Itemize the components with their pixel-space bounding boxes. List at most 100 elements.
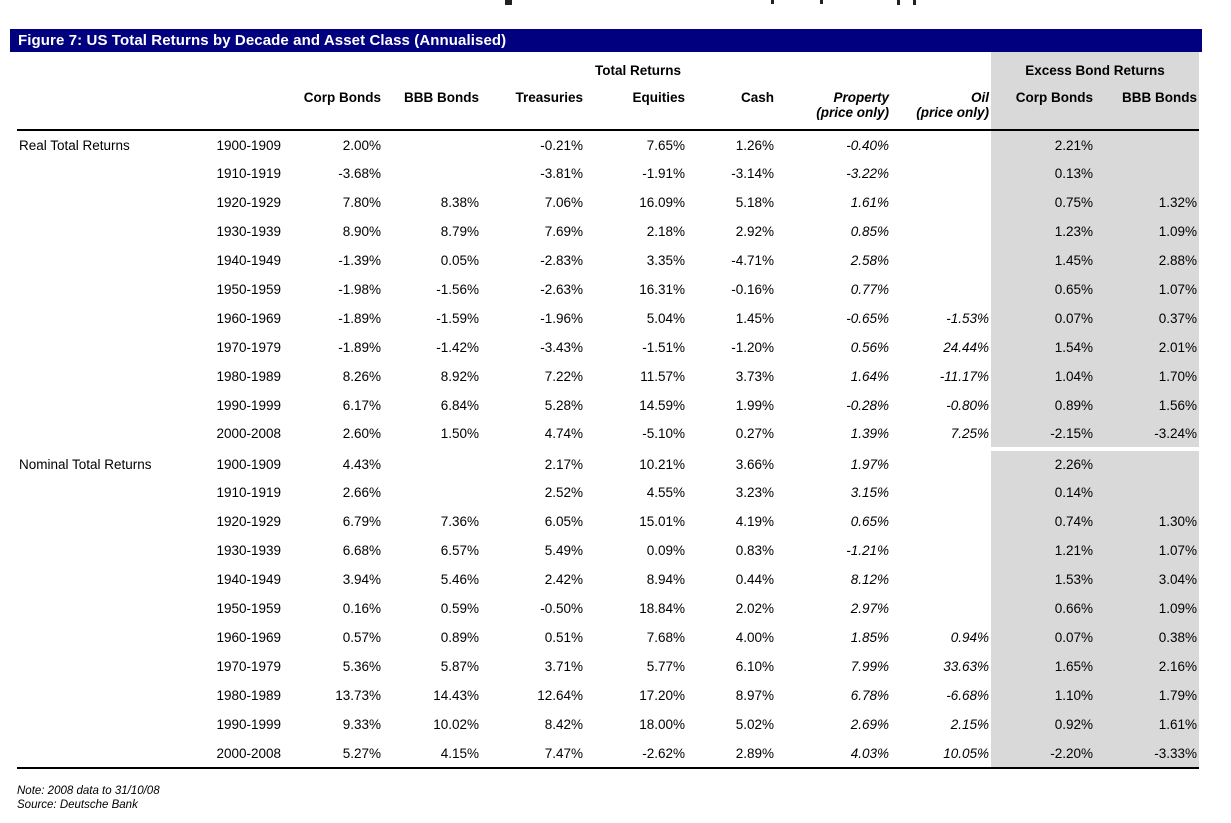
- col-header-cash: Cash: [687, 88, 776, 131]
- cell-1920-1929-corp-bonds-excess: 0.75%: [991, 188, 1095, 217]
- col-header-bbb-bonds: BBB Bonds: [383, 88, 481, 131]
- cell-1900-1909-equities: 7.65%: [646, 137, 685, 153]
- cell-1980-1989-bbb-bonds: 14.43%: [433, 688, 479, 703]
- cell-1950-1959-corp-bonds: -1.98%: [338, 282, 381, 297]
- section-label: [17, 159, 200, 188]
- cell-1990-1999-treasuries: 8.42%: [544, 717, 583, 732]
- cell-1910-1919-bbb-bonds-excess: [1095, 159, 1200, 188]
- col-header-corp-bonds: Corp Bonds: [285, 88, 383, 131]
- cell-1970-1979-bbb-bonds: 5.87%: [440, 659, 479, 674]
- cell-2000-2008-treasuries: 7.47%: [481, 739, 585, 769]
- decade-label: 1970-1979: [216, 659, 281, 674]
- decade-label: 1990-1999: [216, 398, 281, 413]
- cell-1910-1919-equities: -1.91%: [642, 166, 685, 181]
- cell-1990-1999-bbb-bonds-excess: 1.61%: [1095, 710, 1200, 739]
- cell-1900-1909-cash: 3.66%: [735, 457, 774, 472]
- cell-1950-1959-oil: [891, 275, 991, 304]
- cell-1960-1969-bbb-bonds-excess: 0.38%: [1095, 623, 1200, 652]
- section-label: [17, 304, 200, 333]
- section-label: [17, 652, 200, 681]
- cell-1930-1939-bbb-bonds-excess: 1.09%: [1095, 217, 1200, 246]
- cell-1960-1969-treasuries: 0.51%: [544, 630, 583, 645]
- table-row-nominal-1910-1919: 1910-1919 2.66% 2.52% 4.55% 3.23% 3.15% 0.14%: [17, 478, 1200, 507]
- cell-1900-1909-treasuries: 2.17%: [544, 457, 583, 472]
- cropped-text-remnant: [505, 0, 512, 5]
- cell-1980-1989-oil: -11.17%: [939, 369, 989, 384]
- cell-1910-1919-treasuries: -3.81%: [540, 166, 583, 181]
- cell-2000-2008-property: 1.39%: [776, 420, 891, 451]
- cell-1910-1919-bbb-bonds: [383, 159, 481, 188]
- cell-1920-1929-equities: 15.01%: [639, 514, 685, 529]
- table-row-nominal-1980-1989: 1980-1989 13.73% 14.43% 12.64% 17.20% 8.97% 6.…: [17, 681, 1200, 710]
- cell-1940-1949-oil: [891, 246, 991, 275]
- cell-1950-1959-bbb-bonds: 0.59%: [440, 601, 479, 616]
- cell-1970-1979-bbb-bonds: -1.42%: [436, 340, 479, 355]
- cell-1970-1979-equities: 5.77%: [646, 659, 685, 674]
- cell-1980-1989-bbb-bonds-excess: 1.70%: [1095, 362, 1200, 391]
- section-label: [17, 217, 200, 246]
- cell-1990-1999-bbb-bonds: 6.84%: [440, 398, 479, 413]
- decade-label: 1940-1949: [216, 253, 281, 268]
- cell-1990-1999-bbb-bonds: 10.02%: [433, 717, 479, 732]
- cell-1930-1939-cash: 0.83%: [735, 543, 774, 558]
- cell-1980-1989-corp-bonds: 8.26%: [342, 369, 381, 384]
- decade-label: 1930-1939: [216, 224, 281, 239]
- cell-1940-1949-oil: [891, 565, 991, 594]
- total-returns-header: Total Returns: [594, 62, 681, 78]
- cell-1990-1999-equities: 14.59%: [639, 398, 685, 413]
- section-label: [17, 275, 200, 304]
- table-row-real-2000-2008: 2000-2008 2.60% 1.50% 4.74% -5.10% 0.27% 1.39%…: [17, 420, 1200, 451]
- cropped-text-remnant: [913, 0, 916, 5]
- table-row-real-1980-1989: 1980-1989 8.26% 8.92% 7.22% 11.57% 3.73% 1.64%…: [17, 362, 1200, 391]
- cell-1950-1959-cash: 2.02%: [735, 601, 774, 616]
- cell-1980-1989-property: 1.64%: [850, 369, 889, 384]
- figure-title: Figure 7: US Total Returns by Decade and…: [18, 32, 507, 49]
- cell-1930-1939-oil: [891, 217, 991, 246]
- footnotes: Note: 2008 data to 31/10/08 Source: Deut…: [17, 784, 160, 812]
- cell-1990-1999-bbb-bonds-excess: 1.56%: [1095, 391, 1200, 420]
- cell-1980-1989-bbb-bonds-excess: 1.79%: [1095, 681, 1200, 710]
- cell-1980-1989-cash: 8.97%: [735, 688, 774, 703]
- cell-1900-1909-property: 1.97%: [850, 457, 889, 472]
- cell-1910-1919-equities: 4.55%: [646, 485, 685, 500]
- cell-1990-1999-property: -0.28%: [846, 398, 889, 413]
- cell-1990-1999-equities: 18.00%: [639, 717, 685, 732]
- cell-1950-1959-property: 2.97%: [850, 601, 889, 616]
- cell-1940-1949-bbb-bonds: 0.05%: [440, 253, 479, 268]
- cell-1920-1929-bbb-bonds: 7.36%: [440, 514, 479, 529]
- cell-1990-1999-cash: 1.99%: [735, 398, 774, 413]
- cell-1930-1939-property: -1.21%: [846, 543, 889, 558]
- cell-1940-1949-equities: 8.94%: [646, 572, 685, 587]
- table-row-real-1900-1909: Real Total Returns 1900-1909 2.00% -0.21% 7.…: [17, 130, 1200, 159]
- cell-1980-1989-treasuries: 7.22%: [544, 369, 583, 384]
- cell-1900-1909-corp-bonds: 4.43%: [342, 457, 381, 472]
- cell-1950-1959-bbb-bonds-excess: 1.07%: [1095, 275, 1200, 304]
- cell-1910-1919-property: -3.22%: [846, 166, 889, 181]
- cell-1900-1909-treasuries: -0.21%: [540, 137, 583, 153]
- cell-1970-1979-oil: 33.63%: [943, 659, 989, 674]
- col-header-treasuries: Treasuries: [481, 88, 585, 131]
- cell-1910-1919-cash: 3.23%: [735, 485, 774, 500]
- cell-1940-1949-cash: 0.44%: [735, 572, 774, 587]
- cell-1930-1939-corp-bonds: 8.90%: [342, 224, 381, 239]
- table-row-real-1960-1969: 1960-1969 -1.89% -1.59% -1.96% 5.04% 1.45% -0.…: [17, 304, 1200, 333]
- cell-1940-1949-corp-bonds: -1.39%: [338, 253, 381, 268]
- cell-1910-1919-corp-bonds: -3.68%: [338, 166, 381, 181]
- cell-1950-1959-corp-bonds-excess: 0.66%: [991, 594, 1095, 623]
- cell-1970-1979-treasuries: -3.43%: [540, 340, 583, 355]
- cell-1950-1959-cash: -0.16%: [731, 282, 774, 297]
- decade-label: 1940-1949: [216, 572, 281, 587]
- cell-1930-1939-treasuries: 7.69%: [544, 224, 583, 239]
- returns-table: Total Returns Excess Bond Returns Corp B…: [17, 52, 1200, 769]
- cell-1960-1969-bbb-bonds: 0.89%: [440, 630, 479, 645]
- table-row-real-1940-1949: 1940-1949 -1.39% 0.05% -2.83% 3.35% -4.71% 2.5…: [17, 246, 1200, 275]
- cell-1910-1919-oil: [891, 478, 991, 507]
- cell-1920-1929-property: 0.65%: [850, 514, 889, 529]
- cell-1940-1949-equities: 3.35%: [646, 253, 685, 268]
- cell-1980-1989-equities: 11.57%: [640, 369, 685, 384]
- cell-1920-1929-property: 1.61%: [850, 195, 889, 210]
- cell-1930-1939-oil: [891, 536, 991, 565]
- cell-1990-1999-cash: 5.02%: [735, 717, 774, 732]
- section-label: [17, 710, 200, 739]
